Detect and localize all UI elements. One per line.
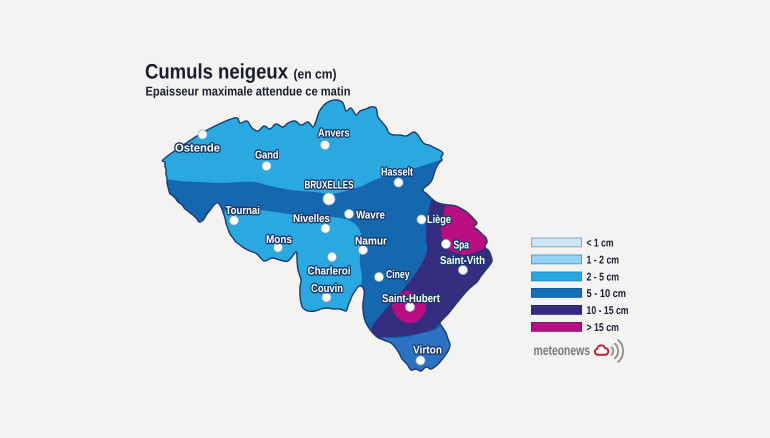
svg-text:Cumuls neigeux: Cumuls neigeux: [145, 60, 288, 83]
svg-text:5 - 10 cm: 5 - 10 cm: [587, 288, 627, 300]
svg-text:Anvers: Anvers: [318, 128, 350, 140]
svg-text:Virton: Virton: [413, 345, 442, 357]
svg-text:Namur: Namur: [355, 236, 388, 248]
svg-text:Spa: Spa: [454, 240, 470, 252]
svg-text:Gand: Gand: [255, 150, 279, 162]
svg-text:Epaisseur maximale attendue ce: Epaisseur maximale attendue ce matin: [146, 84, 351, 99]
svg-text:Couvin: Couvin: [311, 283, 343, 295]
svg-text:Ciney: Ciney: [386, 269, 410, 281]
svg-text:Saint-Vith: Saint-Vith: [440, 255, 485, 267]
svg-text:10 - 15 cm: 10 - 15 cm: [587, 305, 629, 317]
svg-text:Saint-Hubert: Saint-Hubert: [382, 293, 440, 305]
svg-text:Liège: Liège: [427, 214, 451, 226]
svg-text:Mons: Mons: [266, 234, 292, 246]
svg-text:Charleroi: Charleroi: [308, 266, 351, 278]
svg-text:2 - 5 cm: 2 - 5 cm: [587, 271, 620, 283]
svg-text:BRUXELLES: BRUXELLES: [305, 180, 354, 192]
svg-text:Nivelles: Nivelles: [293, 213, 330, 225]
svg-text:(en cm): (en cm): [294, 66, 337, 81]
svg-text:> 15 cm: > 15 cm: [587, 322, 619, 334]
svg-text:Hasselt: Hasselt: [381, 167, 413, 179]
svg-text:Tournai: Tournai: [226, 205, 260, 217]
svg-text:meteonews: meteonews: [534, 342, 591, 358]
svg-text:Ostende: Ostende: [175, 143, 220, 155]
svg-text:Wavre: Wavre: [356, 210, 385, 222]
svg-text:< 1 cm: < 1 cm: [587, 237, 614, 249]
svg-text:1 - 2 cm: 1 - 2 cm: [587, 254, 620, 266]
